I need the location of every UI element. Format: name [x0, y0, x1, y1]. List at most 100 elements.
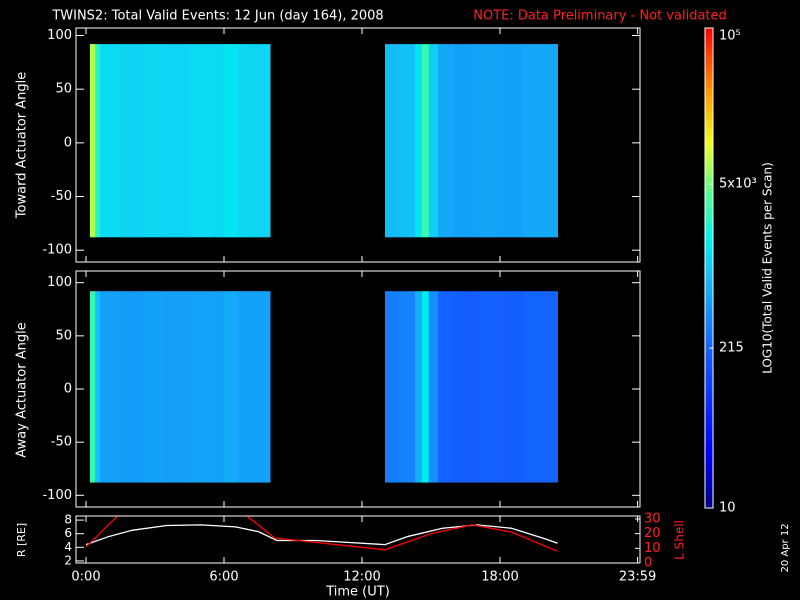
colorbar-band: [705, 216, 713, 221]
y-tick-label: 50: [55, 328, 72, 343]
line: [85, 516, 558, 552]
y-tick-label: 6: [64, 526, 72, 540]
colorbar-band: [705, 476, 713, 481]
colorbar-band: [705, 36, 713, 41]
y-label: Toward Actuator Angle: [15, 72, 30, 219]
colorbar-band: [705, 328, 713, 333]
y-tick-label: 50: [55, 82, 72, 97]
heat-cell: [421, 291, 430, 483]
heat-cell: [143, 44, 167, 238]
colorbar-band: [705, 252, 713, 257]
colorbar-band: [705, 156, 713, 161]
y-tick-label: 4: [64, 540, 72, 554]
heat-cell: [189, 291, 213, 483]
colorbar-band: [705, 504, 713, 509]
colorbar-band: [705, 140, 713, 145]
colorbar-band: [705, 72, 713, 77]
heat-cell: [398, 44, 416, 238]
colorbar-band: [705, 440, 713, 445]
y-label: R [RE]: [15, 523, 28, 557]
colorbar-band: [705, 188, 713, 193]
colorbar-band: [705, 200, 713, 205]
colorbar-tick-label: 10⁵: [719, 29, 741, 44]
y2-tick-label: 30: [644, 511, 661, 526]
y-tick-label: -100: [42, 243, 72, 258]
colorbar-band: [705, 312, 713, 317]
y2-tick-label: 20: [644, 526, 661, 541]
colorbar-band: [705, 364, 713, 369]
colorbar-band: [705, 348, 713, 353]
colorbar-band: [705, 108, 713, 113]
heat-cell: [143, 291, 167, 483]
y-tick-label: -50: [51, 435, 72, 450]
chart-title: TWINS2: Total Valid Events: 12 Jun (day …: [51, 9, 383, 24]
colorbar-band: [705, 152, 713, 157]
x-tick-label: 0:00: [71, 570, 100, 585]
colorbar-band: [705, 204, 713, 209]
colorbar-band: [705, 180, 713, 185]
colorbar-band: [705, 464, 713, 469]
colorbar-band: [705, 392, 713, 397]
heat-cell: [95, 291, 101, 483]
colorbar-band: [705, 300, 713, 305]
heat-cell: [428, 44, 439, 238]
heat-cell: [251, 291, 271, 483]
colorbar-band: [705, 208, 713, 213]
colorbar-band: [705, 248, 713, 253]
colorbar-band: [705, 356, 713, 361]
colorbar-band: [705, 128, 713, 133]
colorbar-band: [705, 60, 713, 65]
colorbar-band: [705, 284, 713, 289]
colorbar-band: [705, 112, 713, 117]
y2-tick-label: 10: [644, 541, 661, 556]
heat-cell: [224, 291, 239, 483]
colorbar-band: [705, 280, 713, 285]
colorbar-band: [705, 144, 713, 149]
colorbar-band: [705, 384, 713, 389]
colorbar-band: [705, 288, 713, 293]
heat-cell: [414, 291, 423, 483]
colorbar-band: [705, 500, 713, 505]
colorbar-band: [705, 196, 713, 201]
heat-cell: [500, 291, 524, 483]
heat-cell: [454, 44, 478, 238]
colorbar-band: [705, 416, 713, 421]
heat-cell: [189, 44, 213, 238]
line-plot: [85, 516, 558, 552]
colorbar-band: [705, 408, 713, 413]
colorbar-band: [705, 372, 713, 377]
colorbar-band: [705, 388, 713, 393]
heat-cell: [212, 44, 225, 238]
colorbar-band: [705, 304, 713, 309]
heat-cell: [166, 291, 190, 483]
y-tick-label: -100: [42, 488, 72, 503]
colorbar-band: [705, 488, 713, 493]
colorbar-band: [705, 44, 713, 49]
y-label: Away Actuator Angle: [15, 322, 30, 457]
heat-cell: [437, 44, 455, 238]
colorbar-band: [705, 308, 713, 313]
note: NOTE: Data Preliminary - Not validated: [473, 9, 727, 24]
colorbar-band: [705, 492, 713, 497]
colorbar-band: [705, 244, 713, 249]
colorbar-band: [705, 64, 713, 69]
colorbar-band: [705, 452, 713, 457]
colorbar-band: [705, 120, 713, 125]
colorbar-band: [705, 352, 713, 357]
colorbar-band: [705, 228, 713, 233]
colorbar-band: [705, 32, 713, 37]
colorbar-band: [705, 400, 713, 405]
colorbar-band: [705, 132, 713, 137]
heat-cell: [385, 291, 400, 483]
heat-cell: [437, 291, 455, 483]
colorbar-band: [705, 420, 713, 425]
colorbar-band: [705, 240, 713, 245]
colorbar-band: [705, 460, 713, 465]
colorbar-band: [705, 448, 713, 453]
colorbar-band: [705, 148, 713, 153]
y2-label: L Shell: [673, 520, 687, 560]
y-tick-label: 2: [64, 553, 72, 567]
colorbar-band: [705, 432, 713, 437]
colorbar-band: [705, 264, 713, 269]
heat-cell: [237, 291, 253, 483]
